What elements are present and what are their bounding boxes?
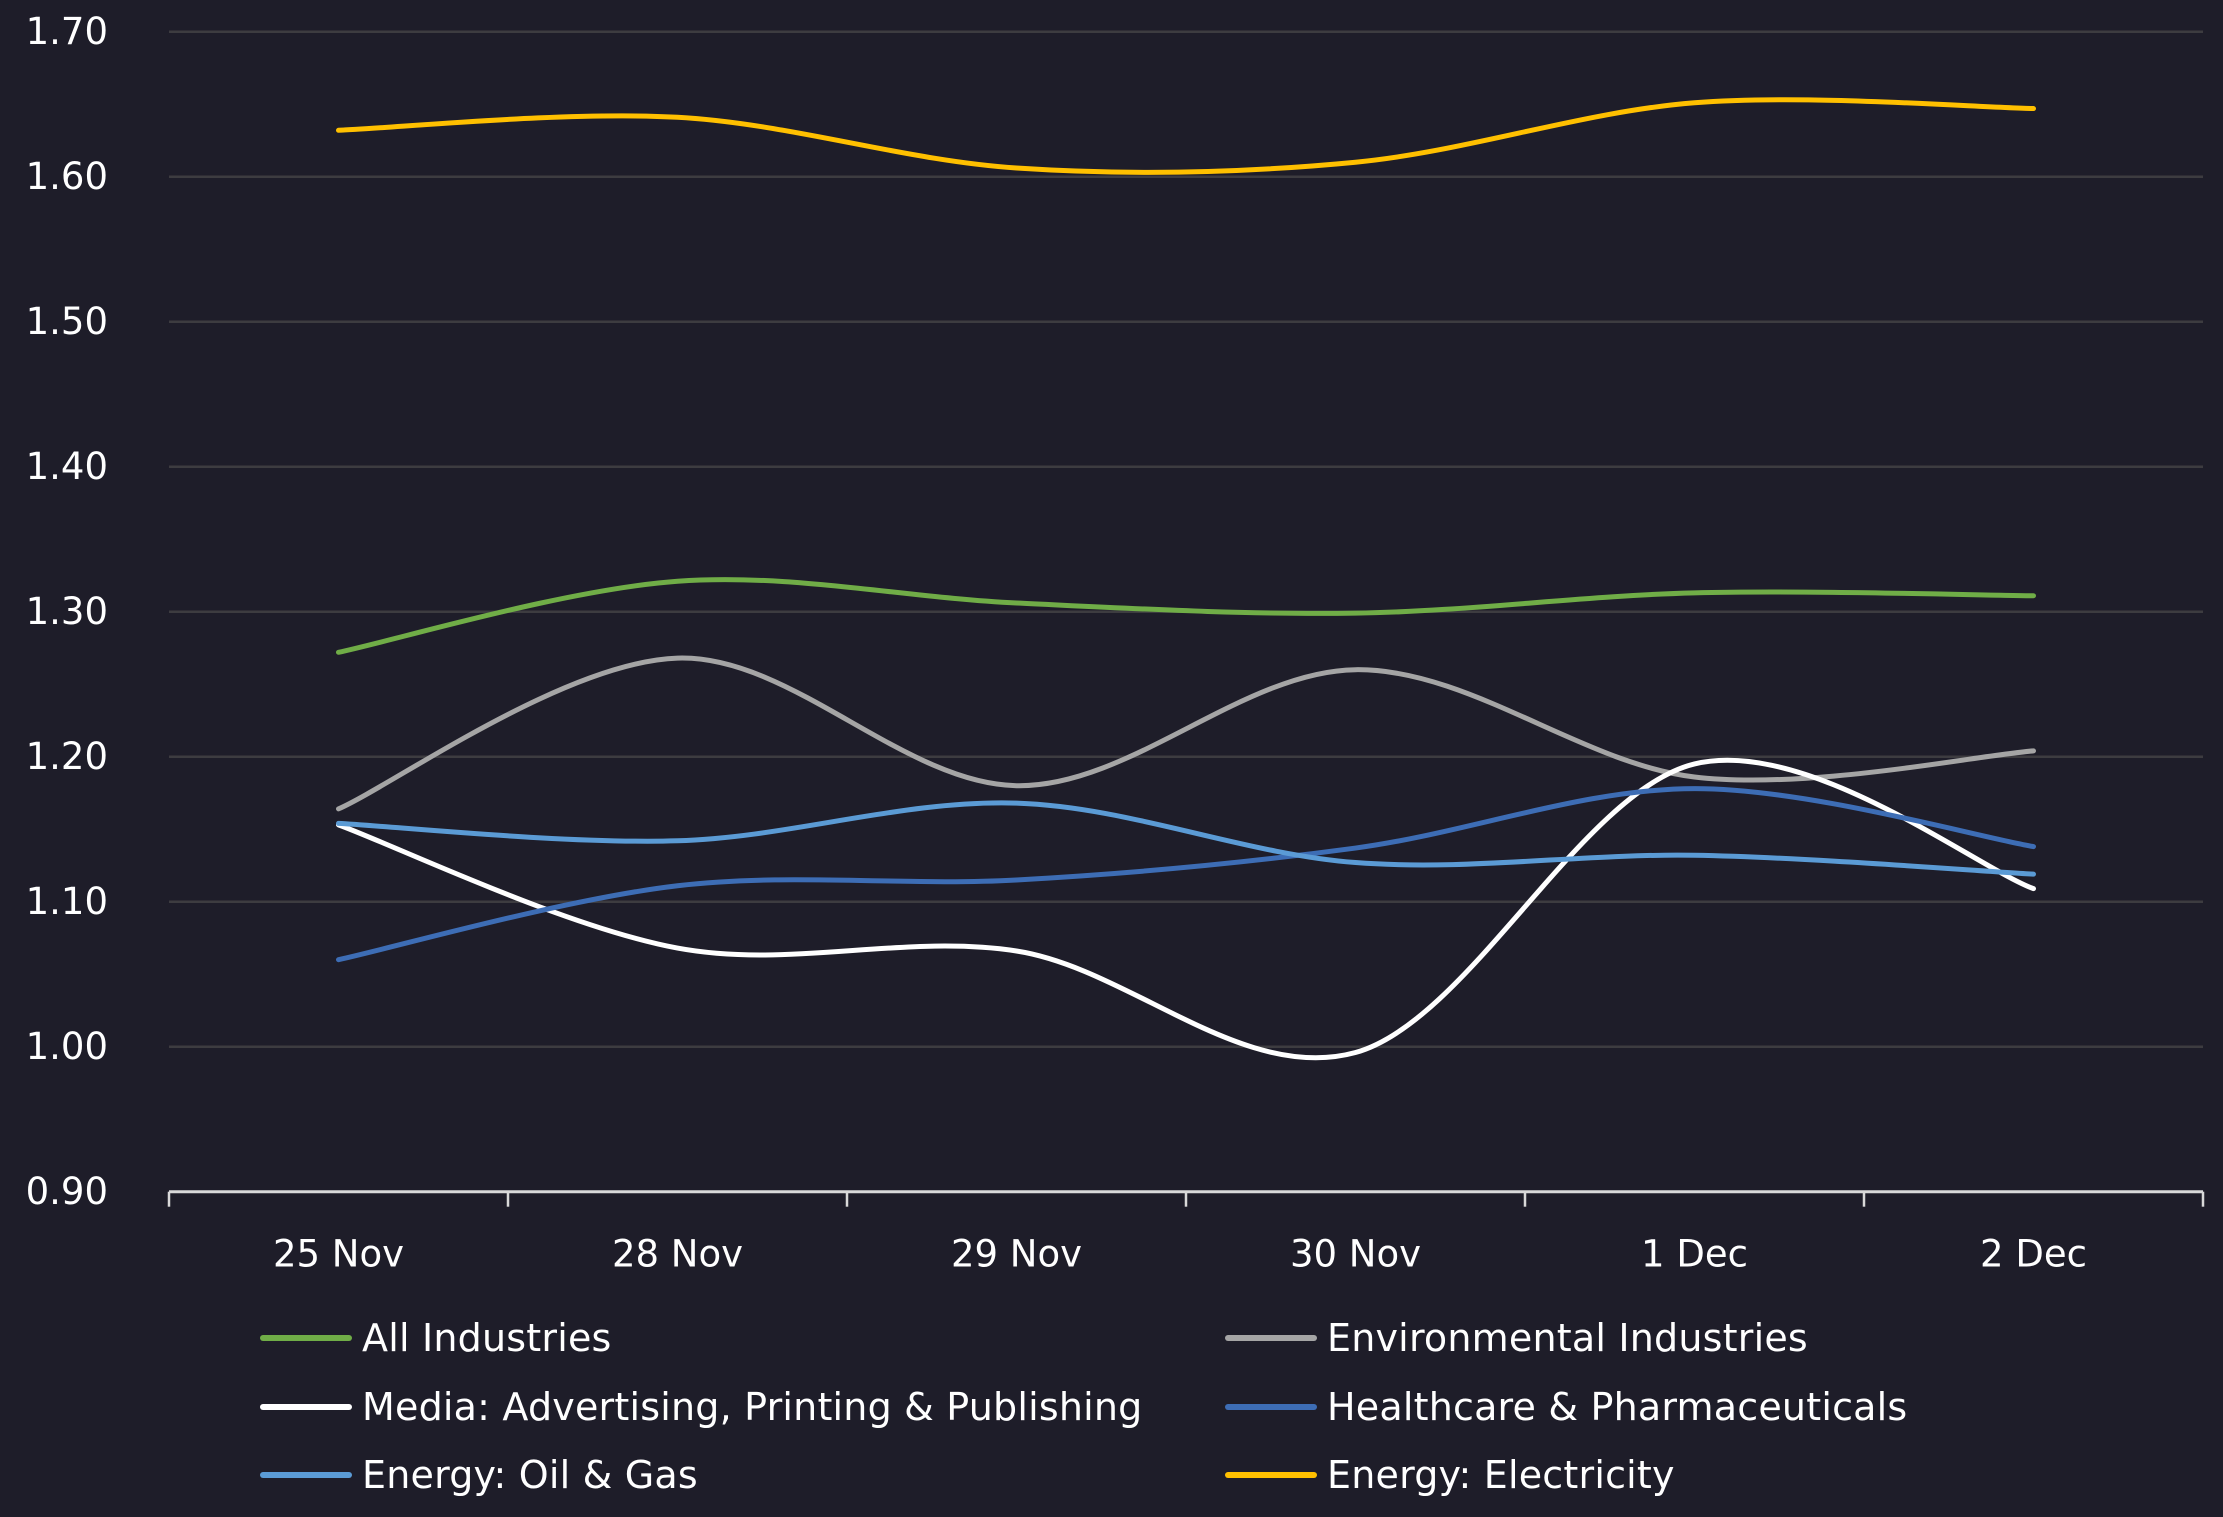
y-axis: 0.90 1.00 1.10 1.20 1.30 1.40 1.50 1.60 1.70 xyxy=(26,10,108,1213)
y-tick-label: 1.40 xyxy=(26,445,108,488)
legend-swatch xyxy=(260,1335,352,1341)
legend-label: Environmental Industries xyxy=(1327,1316,1808,1360)
y-tick-label: 1.60 xyxy=(26,155,108,198)
y-tick-label: 1.30 xyxy=(26,590,108,633)
legend-item-all-industries[interactable]: All Industries xyxy=(260,1310,612,1366)
x-tick-label: 2 Dec xyxy=(1980,1233,2087,1276)
series-line-environmental-industries xyxy=(336,655,2036,812)
series-line-healthcare-pharmaceuticals xyxy=(336,786,2036,963)
series-line-all-industries xyxy=(336,577,2036,655)
x-tick-label: 28 Nov xyxy=(612,1233,743,1276)
legend-label: Media: Advertising, Printing & Publishin… xyxy=(362,1385,1143,1429)
legend-item-healthcare[interactable]: Healthcare & Pharmaceuticals xyxy=(1225,1379,1907,1435)
x-tick-label: 25 Nov xyxy=(273,1233,404,1276)
y-tick-label: 1.50 xyxy=(26,300,108,343)
gridlines xyxy=(169,30,2203,1048)
legend-swatch xyxy=(1225,1335,1317,1341)
legend-item-energy-electricity[interactable]: Energy: Electricity xyxy=(1225,1447,1675,1503)
series-lines xyxy=(336,97,2036,1061)
x-tick-label: 29 Nov xyxy=(951,1233,1082,1276)
y-tick-label: 1.00 xyxy=(26,1025,108,1068)
series-line-media-advertising-printing-publishing xyxy=(336,757,2036,1061)
x-axis: 25 Nov 28 Nov 29 Nov 30 Nov 1 Dec 2 Dec xyxy=(167,1190,2205,1276)
legend-label: Energy: Oil & Gas xyxy=(362,1453,698,1497)
legend-item-environmental-industries[interactable]: Environmental Industries xyxy=(1225,1310,1808,1366)
series-line-energy-oil-gas xyxy=(336,800,2036,877)
legend-label: Healthcare & Pharmaceuticals xyxy=(1327,1385,1908,1429)
legend-swatch xyxy=(260,1404,352,1410)
y-tick-label: 0.90 xyxy=(26,1170,108,1213)
legend-swatch xyxy=(260,1472,352,1478)
x-tick-label: 1 Dec xyxy=(1641,1233,1748,1276)
y-tick-label: 1.20 xyxy=(26,735,108,778)
legend-item-media[interactable]: Media: Advertising, Printing & Publishin… xyxy=(260,1379,1143,1435)
legend-label: All Industries xyxy=(362,1316,612,1360)
y-tick-label: 1.10 xyxy=(26,880,108,923)
legend-label: Energy: Electricity xyxy=(1327,1453,1675,1497)
legend-item-energy-oil-gas[interactable]: Energy: Oil & Gas xyxy=(260,1447,698,1503)
legend-swatch xyxy=(1225,1404,1317,1410)
legend-swatch xyxy=(1225,1472,1317,1478)
x-tick-label: 30 Nov xyxy=(1290,1233,1421,1276)
series-line-energy-electricity xyxy=(336,97,2036,175)
y-tick-label: 1.70 xyxy=(26,10,108,53)
